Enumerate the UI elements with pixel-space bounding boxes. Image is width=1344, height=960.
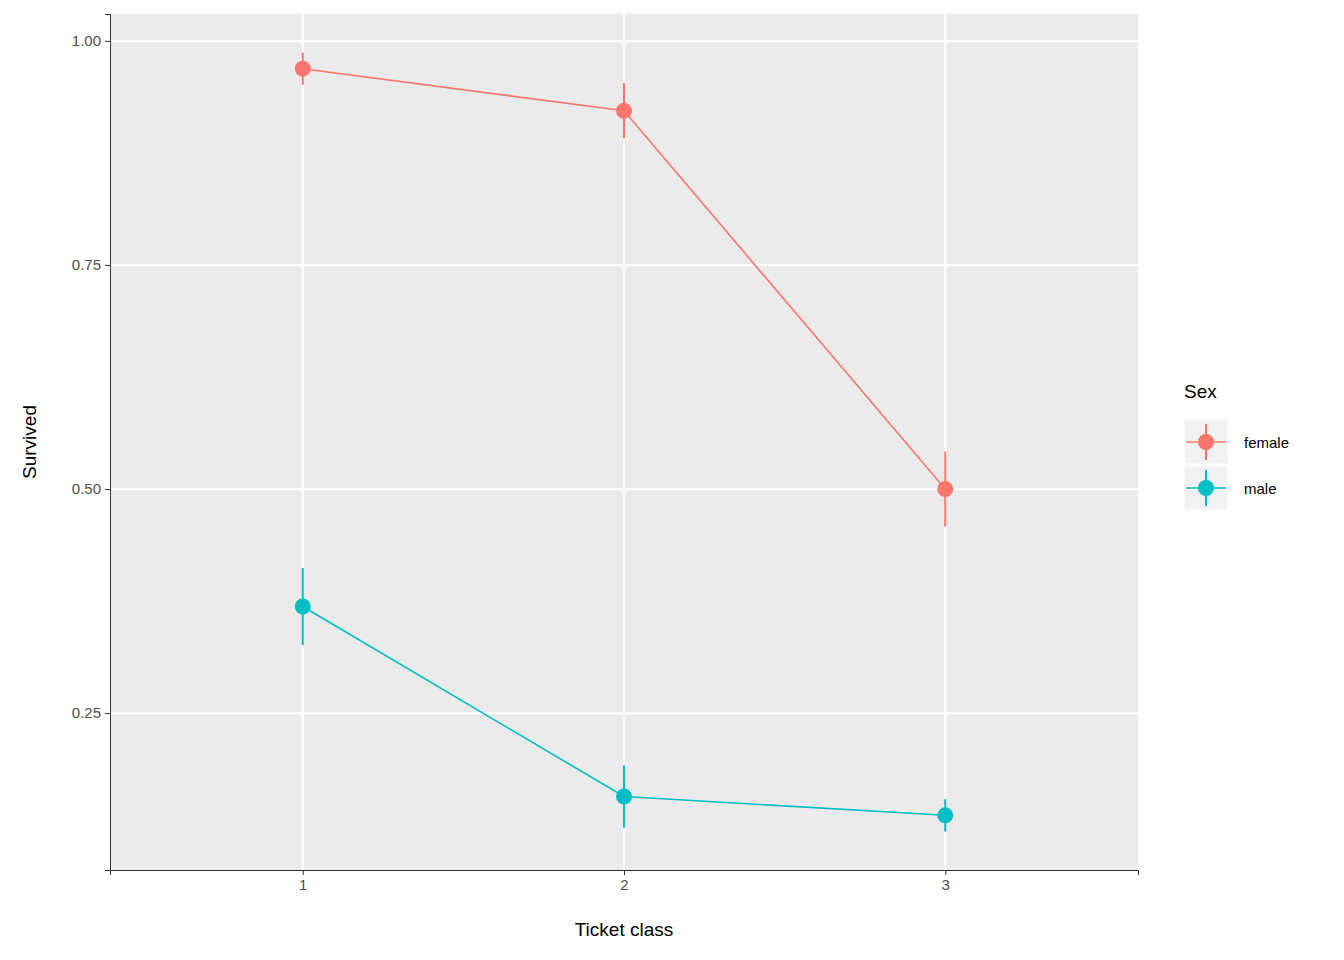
legend-label: female xyxy=(1244,434,1289,451)
grid-line-x xyxy=(944,14,946,870)
legend-key xyxy=(1184,420,1228,464)
series-line xyxy=(303,69,946,489)
y-tick-mark xyxy=(105,489,110,490)
point xyxy=(616,103,632,119)
y-axis-title: Survived xyxy=(19,405,40,479)
legend-title: Sex xyxy=(1184,381,1217,402)
y-tick-mark xyxy=(105,41,110,42)
x-tick-mark xyxy=(624,870,625,875)
y-axis: 0.25 0.50 0.75 1.00 xyxy=(72,15,111,871)
y-axis-line xyxy=(105,15,111,871)
legend-item: male xyxy=(1184,466,1277,510)
plot-background xyxy=(110,14,1138,870)
chart: 0.25 0.50 0.75 1.00 1 2 3 Ticket class Survived S… xyxy=(0,0,1344,960)
y-tick: 0.75 xyxy=(72,256,110,273)
y-tick-label: 0.75 xyxy=(72,256,101,273)
x-tick: 2 xyxy=(620,870,628,893)
legend-item: female xyxy=(1184,420,1289,464)
marks xyxy=(295,53,954,832)
point xyxy=(937,807,953,823)
x-tick-label: 1 xyxy=(299,876,307,893)
legend-key-point xyxy=(1198,480,1214,496)
legend-key xyxy=(1184,466,1228,510)
y-tick-label: 1.00 xyxy=(72,32,101,49)
grid-line-x xyxy=(623,14,625,870)
grid-line-x xyxy=(302,14,304,870)
x-tick-mark xyxy=(303,870,304,875)
y-tick: 0.25 xyxy=(72,704,110,721)
y-tick-mark xyxy=(105,713,110,714)
y-tick-label: 0.25 xyxy=(72,704,101,721)
y-tick: 0.50 xyxy=(72,480,110,497)
point xyxy=(295,61,311,77)
grid xyxy=(110,14,1138,870)
point xyxy=(937,481,953,497)
legend: Sex female male xyxy=(1184,381,1289,510)
series xyxy=(295,53,954,527)
y-tick-label: 0.50 xyxy=(72,480,101,497)
x-axis: 1 2 3 xyxy=(111,870,1139,893)
x-tick: 1 xyxy=(299,870,307,893)
legend-label: male xyxy=(1244,480,1277,497)
x-axis-line xyxy=(111,871,1139,876)
legend-key-point xyxy=(1198,434,1214,450)
x-tick-mark xyxy=(945,870,946,875)
y-tick: 1.00 xyxy=(72,32,110,49)
x-axis-title: Ticket class xyxy=(575,919,674,940)
series xyxy=(295,568,954,832)
x-tick-label: 2 xyxy=(620,876,628,893)
point xyxy=(295,598,311,614)
x-tick: 3 xyxy=(942,870,950,893)
x-tick-label: 3 xyxy=(942,876,950,893)
point xyxy=(616,789,632,805)
y-tick-mark xyxy=(105,265,110,266)
